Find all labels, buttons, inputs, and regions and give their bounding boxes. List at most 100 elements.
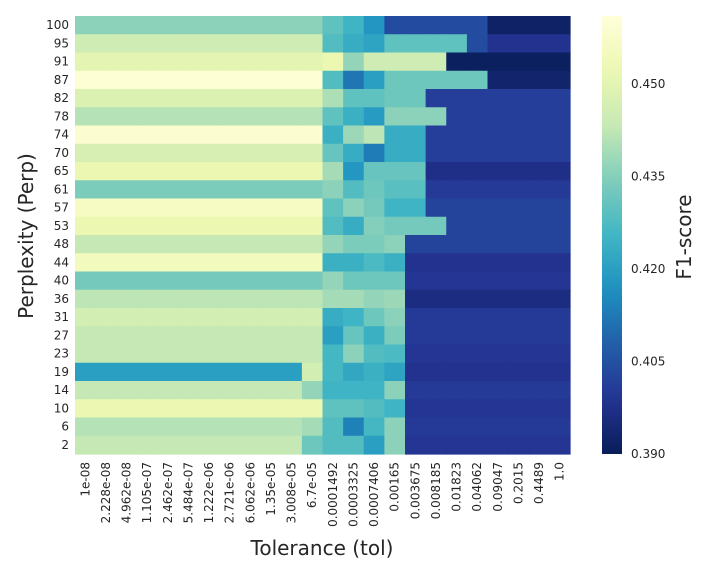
heatmap-cell <box>198 399 220 419</box>
heatmap-cell <box>528 253 550 273</box>
heatmap-cell <box>425 308 447 327</box>
heatmap-cell <box>508 198 530 218</box>
heatmap-cell <box>466 235 489 254</box>
heatmap-cell <box>405 89 427 108</box>
heatmap-cell <box>157 16 179 35</box>
heatmap-cell <box>508 271 530 291</box>
heatmap-cell <box>178 52 200 72</box>
heatmap-cell <box>549 308 571 327</box>
heatmap-cell <box>116 70 138 90</box>
heatmap-cell <box>363 162 385 181</box>
heatmap-cell <box>136 253 159 273</box>
heatmap-cell <box>446 52 468 72</box>
heatmap-cell <box>466 271 489 291</box>
heatmap-cell <box>425 143 447 163</box>
colorbar-tick-label: 0.450 <box>631 77 665 91</box>
heatmap-cell <box>487 271 509 291</box>
heatmap-cell <box>487 107 509 127</box>
heatmap-cell <box>116 16 138 35</box>
heatmap-cell <box>446 216 468 236</box>
heatmap-cell <box>425 52 447 72</box>
heatmap-cell <box>425 289 447 309</box>
heatmap-cell <box>136 107 159 127</box>
heatmap-cell <box>157 417 179 437</box>
heatmap-cell <box>322 89 344 108</box>
heatmap-cell <box>281 162 303 181</box>
heatmap-cell <box>322 308 344 327</box>
heatmap-cell <box>446 253 468 273</box>
heatmap-cell <box>446 143 468 163</box>
heatmap-cell <box>322 52 344 72</box>
heatmap-cell <box>198 198 220 218</box>
y-tick-label: 48 <box>54 237 69 251</box>
heatmap-cell <box>178 216 200 236</box>
colorbar <box>602 16 622 454</box>
heatmap-cell <box>281 216 303 236</box>
heatmap-cell <box>343 107 365 127</box>
heatmap-cell <box>281 235 303 254</box>
heatmap-cell <box>198 89 220 108</box>
heatmap-cell <box>95 326 117 346</box>
y-tick-label: 70 <box>54 146 69 160</box>
heatmap-cell <box>219 344 241 364</box>
heatmap-cell <box>136 235 159 254</box>
heatmap-cell <box>446 399 468 419</box>
heatmap-cell <box>363 417 385 437</box>
heatmap-cell <box>75 125 97 145</box>
heatmap-cell <box>136 289 159 309</box>
heatmap-cell <box>260 289 282 309</box>
heatmap-cell <box>116 271 138 291</box>
heatmap-cell <box>425 198 447 218</box>
heatmap-cell <box>508 253 530 273</box>
heatmap-cell <box>487 70 509 90</box>
heatmap-cell <box>466 16 489 35</box>
heatmap-cell <box>281 417 303 437</box>
heatmap-cell <box>95 52 117 72</box>
heatmap-cell <box>219 16 241 35</box>
heatmap-cell <box>487 435 509 455</box>
heatmap-cell <box>322 271 344 291</box>
heatmap-cell <box>384 362 406 382</box>
heatmap-cell <box>281 180 303 200</box>
heatmap-cell <box>466 52 489 72</box>
heatmap-cell <box>343 34 365 54</box>
heatmap-cell <box>508 417 530 437</box>
heatmap-cell <box>343 253 365 273</box>
heatmap-cell <box>95 125 117 145</box>
x-tick-label: 5.484e-07 <box>181 462 195 523</box>
heatmap-cell <box>136 216 159 236</box>
heatmap-cell <box>157 125 179 145</box>
heatmap-cell <box>363 198 385 218</box>
heatmap-cell <box>136 70 159 90</box>
colorbar-tick-label: 0.405 <box>631 354 665 368</box>
heatmap-cell <box>487 34 509 54</box>
heatmap-cell <box>157 289 179 309</box>
heatmap-cell <box>446 34 468 54</box>
heatmap-cell <box>301 70 324 90</box>
heatmap-cell <box>508 52 530 72</box>
heatmap-cell <box>240 362 262 382</box>
heatmap-cell <box>240 16 262 35</box>
heatmap-cell <box>198 125 220 145</box>
y-tick-label: 78 <box>54 109 69 123</box>
heatmap-cell <box>405 435 427 455</box>
heatmap-cell <box>549 143 571 163</box>
heatmap-cell <box>301 180 324 200</box>
heatmap-cell <box>75 180 97 200</box>
x-tick-label: 2.228e-08 <box>99 462 113 523</box>
heatmap-cell <box>384 125 406 145</box>
heatmap-cell <box>425 381 447 400</box>
heatmap-cell <box>343 198 365 218</box>
heatmap-cell <box>549 198 571 218</box>
heatmap-cell <box>281 326 303 346</box>
heatmap-cell <box>343 180 365 200</box>
x-tick-label: 1.35e-05 <box>264 462 278 516</box>
heatmap-cell <box>136 52 159 72</box>
heatmap-cell <box>157 34 179 54</box>
heatmap-cell <box>301 16 324 35</box>
heatmap-cell <box>240 52 262 72</box>
heatmap-cell <box>301 216 324 236</box>
heatmap-cell <box>363 180 385 200</box>
heatmap-cell <box>198 362 220 382</box>
heatmap-cell <box>95 89 117 108</box>
